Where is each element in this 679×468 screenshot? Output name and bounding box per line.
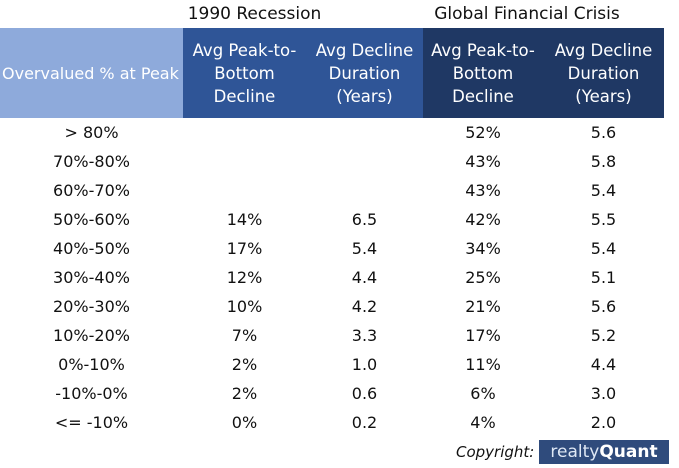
r1990-decline-cell: 14% <box>226 210 263 229</box>
gfc-duration-cell: 5.2 <box>590 326 617 345</box>
table-row: -10%-0% 2% 0.6 6% 3.0 <box>0 379 679 408</box>
gfc-duration-cell: 5.8 <box>590 152 617 171</box>
band-cell: 0%-10% <box>58 355 125 374</box>
table-row: 40%-50% 17% 5.4 34% 5.4 <box>0 234 679 263</box>
gfc-decline-cell: 17% <box>465 326 501 345</box>
band-cell: 60%-70% <box>53 181 130 200</box>
gfc-decline-cell: 25% <box>465 268 501 287</box>
table-row: 20%-30% 10% 4.2 21% 5.6 <box>0 292 679 321</box>
gfc-duration-cell: 5.4 <box>590 181 617 200</box>
band-cell: 10%-20% <box>53 326 130 345</box>
r1990-duration-cell: 6.5 <box>351 210 378 229</box>
group-title-global-financial-crisis: Global Financial Crisis <box>434 4 620 24</box>
r1990-decline-cell <box>183 147 306 176</box>
table-row: 70%-80% 43% 5.8 <box>0 147 679 176</box>
band-cell: 30%-40% <box>53 268 130 287</box>
r1990-decline-cell: 0% <box>231 413 258 432</box>
logo-text-bold: Quant <box>599 442 658 462</box>
r1990-decline-cell <box>183 176 306 205</box>
r1990-decline-cell: 12% <box>226 268 263 287</box>
band-cell: 20%-30% <box>53 297 130 316</box>
band-cell: -10%-0% <box>55 384 128 403</box>
table-body: > 80% 52% 5.6 70%-80% 43% 5.8 60%-70% 43… <box>0 118 679 437</box>
header-gfc-avg-duration: Avg Decline Duration (Years) <box>543 28 664 118</box>
band-cell: > 80% <box>64 123 119 142</box>
gfc-decline-cell: 21% <box>465 297 501 316</box>
r1990-duration-cell: 5.4 <box>351 239 378 258</box>
r1990-duration-cell: 3.3 <box>351 326 378 345</box>
gfc-duration-cell: 5.6 <box>590 297 617 316</box>
r1990-decline-cell: 2% <box>231 355 258 374</box>
band-cell: <= -10% <box>54 413 129 432</box>
logo-text-light: realty <box>550 442 600 462</box>
table-row: 0%-10% 2% 1.0 11% 4.4 <box>0 350 679 379</box>
r1990-decline-cell: 2% <box>231 384 258 403</box>
header-overvalued-at-peak: Overvalued % at Peak <box>0 28 183 118</box>
gfc-decline-cell: 4% <box>470 413 496 432</box>
table-row: 30%-40% 12% 4.4 25% 5.1 <box>0 263 679 292</box>
gfc-decline-cell: 42% <box>465 210 501 229</box>
gfc-decline-cell: 52% <box>465 123 501 142</box>
band-cell: 70%-80% <box>53 152 130 171</box>
gfc-decline-cell: 43% <box>465 181 501 200</box>
gfc-decline-cell: 43% <box>465 152 501 171</box>
gfc-duration-cell: 5.5 <box>590 210 617 229</box>
band-cell: 40%-50% <box>53 239 130 258</box>
gfc-duration-cell: 5.4 <box>590 239 617 258</box>
r1990-duration-cell <box>306 176 423 205</box>
gfc-duration-cell: 4.4 <box>590 355 617 374</box>
r1990-decline-cell: 7% <box>231 326 258 345</box>
gfc-duration-cell: 5.6 <box>590 123 617 142</box>
gfc-decline-cell: 6% <box>470 384 496 403</box>
group-title-1990-recession: 1990 Recession <box>187 4 322 24</box>
table-row: 60%-70% 43% 5.4 <box>0 176 679 205</box>
r1990-decline-cell: 17% <box>226 239 263 258</box>
header-1990-avg-decline: Avg Peak-to- Bottom Decline <box>183 28 306 118</box>
gfc-decline-cell: 34% <box>465 239 501 258</box>
copyright-label: Copyright: <box>456 443 535 461</box>
header-1990-avg-duration: Avg Decline Duration (Years) <box>306 28 423 118</box>
r1990-duration-cell <box>306 147 423 176</box>
table-row: 50%-60% 14% 6.5 42% 5.5 <box>0 205 679 234</box>
realtyquant-logo: realtyQuant <box>539 440 669 464</box>
gfc-duration-cell: 5.1 <box>590 268 617 287</box>
band-cell: 50%-60% <box>53 210 130 229</box>
r1990-duration-cell: 0.2 <box>351 413 378 432</box>
r1990-duration-cell: 4.4 <box>351 268 378 287</box>
gfc-duration-cell: 2.0 <box>590 413 617 432</box>
header-gfc-avg-decline: Avg Peak-to- Bottom Decline <box>423 28 543 118</box>
r1990-duration-cell: 4.2 <box>351 297 378 316</box>
gfc-duration-cell: 3.0 <box>590 384 617 403</box>
r1990-duration-cell: 1.0 <box>351 355 378 374</box>
r1990-duration-cell: 0.6 <box>351 384 378 403</box>
table-row: <= -10% 0% 0.2 4% 2.0 <box>0 408 679 437</box>
table-row: > 80% 52% 5.6 <box>0 118 679 147</box>
table-row: 10%-20% 7% 3.3 17% 5.2 <box>0 321 679 350</box>
r1990-duration-cell <box>306 118 423 147</box>
gfc-decline-cell: 11% <box>465 355 501 374</box>
r1990-decline-cell <box>183 118 306 147</box>
r1990-decline-cell: 10% <box>226 297 263 316</box>
